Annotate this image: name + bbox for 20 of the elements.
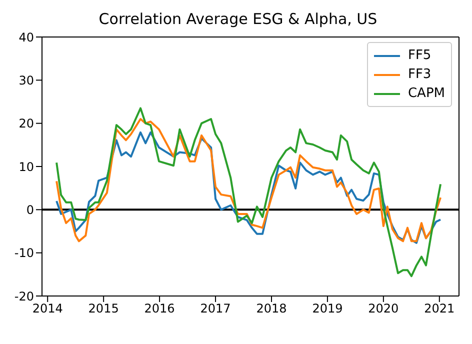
y-tick-label: 0 xyxy=(26,202,34,217)
legend-label: FF3 xyxy=(408,67,432,82)
x-tick-label: 2016 xyxy=(144,302,175,316)
y-tick-label: 30 xyxy=(18,73,34,88)
x-tick-label: 2017 xyxy=(200,302,231,316)
y-tick-label: 10 xyxy=(18,160,34,174)
y-tick-label: -10 xyxy=(14,246,34,260)
line-series xyxy=(56,107,442,278)
chart-title: Correlation Average ESG & Alpha, US xyxy=(98,9,378,30)
x-tick-label: 2014 xyxy=(32,302,63,316)
legend-label: FF5 xyxy=(408,48,432,63)
x-tick-label: 2015 xyxy=(88,302,119,316)
y-tick-label: 20 xyxy=(18,116,34,131)
x-tick-label: 2018 xyxy=(256,302,287,316)
legend-label: CAPM xyxy=(408,86,445,101)
x-tick-label: 2019 xyxy=(312,302,343,316)
x-tick-label: 2021 xyxy=(424,302,455,316)
y-tick-label: 40 xyxy=(18,30,34,44)
x-tick-label: 2020 xyxy=(368,302,399,316)
y-tick-label: -20 xyxy=(14,289,34,304)
